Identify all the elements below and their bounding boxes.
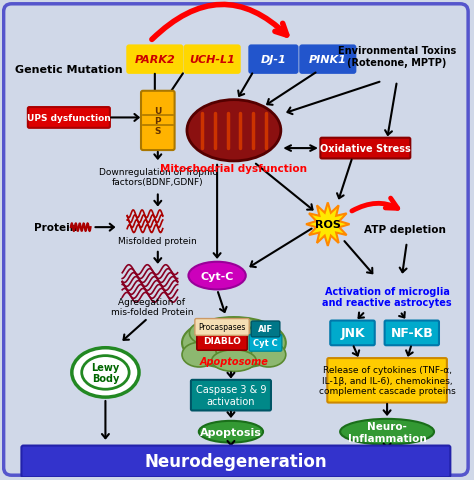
Ellipse shape [189,262,246,290]
Ellipse shape [340,419,434,444]
Text: ROS: ROS [315,220,341,230]
FancyBboxPatch shape [141,92,174,151]
Text: Downregulation of Trophic
factors(BDNF,GDNF): Downregulation of Trophic factors(BDNF,G… [99,168,217,187]
Text: Environmental Toxins
(Rotenone, MPTP): Environmental Toxins (Rotenone, MPTP) [338,46,456,68]
FancyBboxPatch shape [197,332,247,350]
Text: Neurodegeneration: Neurodegeneration [145,453,327,470]
Text: ATP depletion: ATP depletion [364,225,446,235]
Ellipse shape [199,421,263,443]
Ellipse shape [82,356,129,389]
Text: U
P
S: U P S [154,106,162,136]
Text: Apoptosome: Apoptosome [200,356,268,366]
Text: NF-KB: NF-KB [391,327,433,340]
FancyBboxPatch shape [191,380,271,410]
Ellipse shape [182,317,286,369]
Ellipse shape [72,348,139,397]
FancyBboxPatch shape [320,138,410,159]
Ellipse shape [212,350,256,372]
Text: UCH-L1: UCH-L1 [189,55,235,65]
FancyBboxPatch shape [327,359,447,403]
Polygon shape [306,203,349,246]
Text: JNK: JNK [340,327,365,340]
Text: Apoptosis: Apoptosis [200,427,262,437]
FancyBboxPatch shape [251,322,280,337]
FancyBboxPatch shape [28,108,110,129]
Text: Cyt C: Cyt C [253,338,278,348]
Text: Activation of microglia
and reactive astrocytes: Activation of microglia and reactive ast… [322,286,452,308]
Text: DJ-1: DJ-1 [261,55,286,65]
Text: Genetic Mutation: Genetic Mutation [15,65,123,75]
FancyBboxPatch shape [185,47,239,73]
Ellipse shape [187,100,281,162]
FancyBboxPatch shape [195,319,249,336]
Text: Lewy
Body: Lewy Body [91,362,119,384]
Text: Misfolded protein: Misfolded protein [118,237,197,246]
Text: PINK1: PINK1 [309,55,346,65]
Text: Procaspases: Procaspases [198,323,246,332]
FancyBboxPatch shape [250,47,297,73]
Ellipse shape [182,343,217,367]
Text: DIABLO: DIABLO [203,336,241,346]
Text: Agreegation of
mis-folded Protein: Agreegation of mis-folded Protein [110,297,193,316]
FancyBboxPatch shape [384,321,439,346]
FancyBboxPatch shape [249,335,282,351]
FancyBboxPatch shape [330,321,375,346]
Text: Protein: Protein [35,223,78,233]
Text: Neuro-
Inflammation: Neuro- Inflammation [348,421,427,443]
Ellipse shape [251,343,286,367]
Text: Caspase 3 & 9
activation: Caspase 3 & 9 activation [196,384,266,406]
Text: Cyt-C: Cyt-C [201,271,234,281]
Ellipse shape [190,323,219,344]
Text: Oxidative Stress: Oxidative Stress [320,144,410,154]
FancyBboxPatch shape [128,47,182,73]
Text: AIF: AIF [258,325,273,334]
FancyBboxPatch shape [21,445,450,477]
Text: UPS dysfunction: UPS dysfunction [27,114,111,123]
Text: Release of cytokines (TNF-α,
IL-1β, and IL-6), chemokines,
complement cascade pr: Release of cytokines (TNF-α, IL-1β, and … [319,366,456,396]
Ellipse shape [249,323,278,344]
Text: Mitochodrial dysfunction: Mitochodrial dysfunction [160,164,308,173]
Text: PARK2: PARK2 [135,55,175,65]
FancyBboxPatch shape [4,5,468,475]
FancyBboxPatch shape [301,47,355,73]
